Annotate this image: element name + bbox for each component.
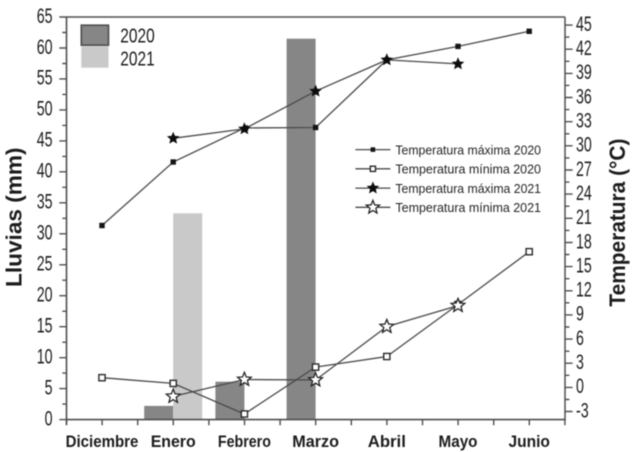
- svg-text:50: 50: [37, 97, 53, 121]
- svg-text:9: 9: [576, 302, 584, 326]
- svg-text:Enero: Enero: [151, 432, 196, 451]
- svg-text:Diciembre: Diciembre: [66, 432, 139, 451]
- svg-text:27: 27: [576, 157, 592, 181]
- svg-text:25: 25: [37, 252, 53, 276]
- svg-text:40: 40: [37, 159, 53, 183]
- svg-text:2020: 2020: [120, 25, 154, 47]
- svg-text:5: 5: [45, 375, 53, 399]
- svg-text:Temperatura mínima 2020: Temperatura mínima 2020: [395, 162, 541, 177]
- svg-text:24: 24: [576, 181, 592, 205]
- svg-text:Abril: Abril: [368, 432, 406, 451]
- svg-text:15: 15: [37, 314, 53, 338]
- svg-text:Temperatura máxima 2021: Temperatura máxima 2021: [395, 181, 541, 196]
- svg-text:60: 60: [37, 35, 53, 59]
- svg-text:36: 36: [576, 84, 592, 108]
- svg-text:15: 15: [576, 253, 592, 277]
- svg-text:Mayo: Mayo: [439, 432, 478, 451]
- svg-text:35: 35: [37, 190, 53, 214]
- svg-text:30: 30: [37, 221, 53, 245]
- svg-text:Febrero: Febrero: [218, 432, 271, 451]
- svg-text:Temperatura (°C): Temperatura (°C): [605, 139, 630, 307]
- svg-text:55: 55: [37, 66, 53, 90]
- svg-text:0: 0: [576, 374, 584, 398]
- svg-text:12: 12: [576, 278, 592, 302]
- svg-text:39: 39: [576, 60, 592, 84]
- svg-text:0: 0: [45, 406, 53, 430]
- svg-text:2021: 2021: [120, 49, 154, 71]
- svg-text:21: 21: [576, 205, 592, 229]
- svg-text:Lluvias (mm): Lluvias (mm): [1, 147, 26, 287]
- svg-text:33: 33: [576, 109, 592, 133]
- svg-text:Junio: Junio: [508, 432, 550, 451]
- svg-text:30: 30: [576, 133, 592, 157]
- svg-text:42: 42: [576, 36, 592, 60]
- svg-text:3: 3: [576, 350, 584, 374]
- svg-text:20: 20: [37, 283, 53, 307]
- svg-text:45: 45: [37, 128, 53, 152]
- svg-text:Temperatura mínima 2021: Temperatura mínima 2021: [395, 200, 541, 215]
- svg-text:6: 6: [576, 326, 584, 350]
- svg-text:-3: -3: [576, 398, 589, 422]
- svg-text:Temperatura máxima 2020: Temperatura máxima 2020: [395, 142, 541, 157]
- svg-text:45: 45: [576, 12, 592, 36]
- svg-text:10: 10: [37, 345, 53, 369]
- svg-text:Marzo: Marzo: [292, 432, 339, 451]
- svg-text:18: 18: [576, 229, 592, 253]
- svg-text:65: 65: [37, 4, 53, 28]
